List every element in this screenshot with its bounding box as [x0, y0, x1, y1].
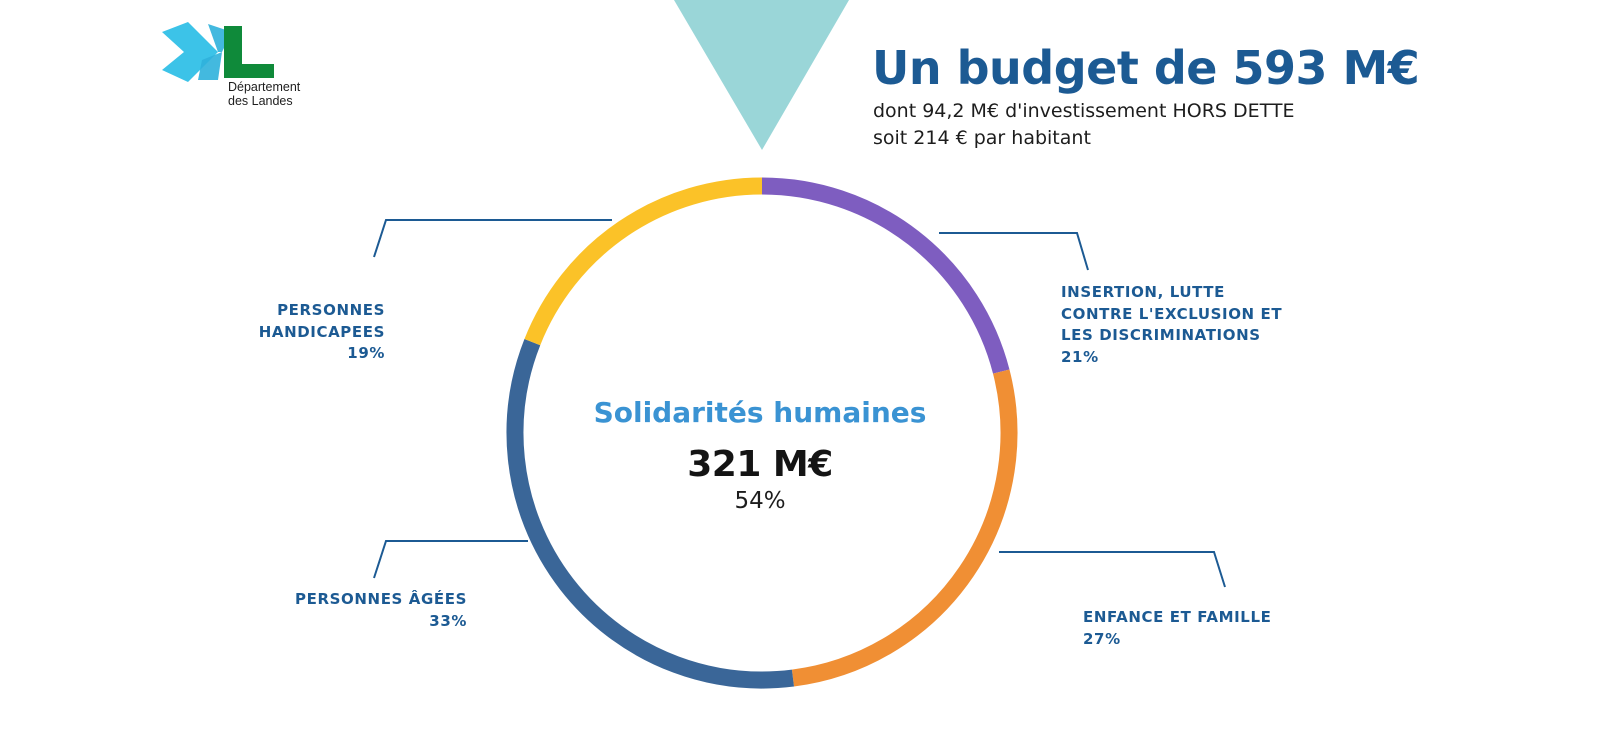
- leader-line-personnes-handicapees: [373, 219, 612, 258]
- category-label-line: CONTRE L'EXCLUSION ET: [1061, 304, 1283, 323]
- leader-line-insertion: [939, 232, 1089, 271]
- category-percent: 21%: [1061, 347, 1099, 366]
- slice-personnes-handicapees: [524, 177, 763, 346]
- category-label-personnes-handicapees: PERSONNES HANDICAPEES 19%: [200, 300, 385, 365]
- category-percent: 19%: [347, 344, 385, 362]
- category-label-line: ENFANCE ET FAMILLE: [1083, 608, 1272, 626]
- page-subtitle: dont 94,2 M€ d'investissement HORS DETTE…: [873, 98, 1295, 152]
- accent-triangle-shape: [674, 0, 849, 150]
- leader-line-personnes-agees: [373, 540, 528, 579]
- category-label-personnes-agees: PERSONNES ÂGÉES 33%: [240, 589, 467, 632]
- logo-text: Département des Landes: [228, 80, 300, 108]
- category-label-line: HANDICAPEES: [258, 322, 385, 341]
- category-label-insertion: INSERTION, LUTTE CONTRE L'EXCLUSION ET L…: [1061, 282, 1282, 368]
- chart-center-percent: 54%: [734, 488, 786, 514]
- leader-line-enfance: [999, 551, 1226, 588]
- slice-personnes-agees: [506, 338, 795, 689]
- chart-center-value: 321 M€: [687, 444, 833, 485]
- xl-logo-icon: [162, 22, 274, 82]
- subtitle-line-1: dont 94,2 M€ d'investissement HORS DETTE: [873, 100, 1295, 122]
- slice-insertion: [761, 177, 1010, 374]
- category-label-line: LES DISCRIMINATIONS: [1061, 326, 1261, 344]
- subtitle-line-2: soit 214 € par habitant: [873, 127, 1091, 149]
- department-logo: Département des Landes: [162, 22, 322, 122]
- chart-center-title: Solidarités humaines: [593, 396, 927, 429]
- logo-line-1: Département: [228, 80, 301, 94]
- category-percent: 33%: [429, 611, 467, 630]
- category-label-enfance: ENFANCE ET FAMILLE 27%: [1083, 607, 1271, 650]
- category-label-line: INSERTION, LUTTE: [1061, 283, 1225, 301]
- slice-enfance-famille: [791, 369, 1018, 687]
- category-label-line: PERSONNES: [277, 301, 385, 319]
- logo-line-2: des Landes: [228, 94, 293, 108]
- page-title: Un budget de 593 M€: [872, 41, 1420, 95]
- category-percent: 27%: [1083, 629, 1121, 648]
- category-label-line: PERSONNES ÂGÉES: [295, 590, 467, 608]
